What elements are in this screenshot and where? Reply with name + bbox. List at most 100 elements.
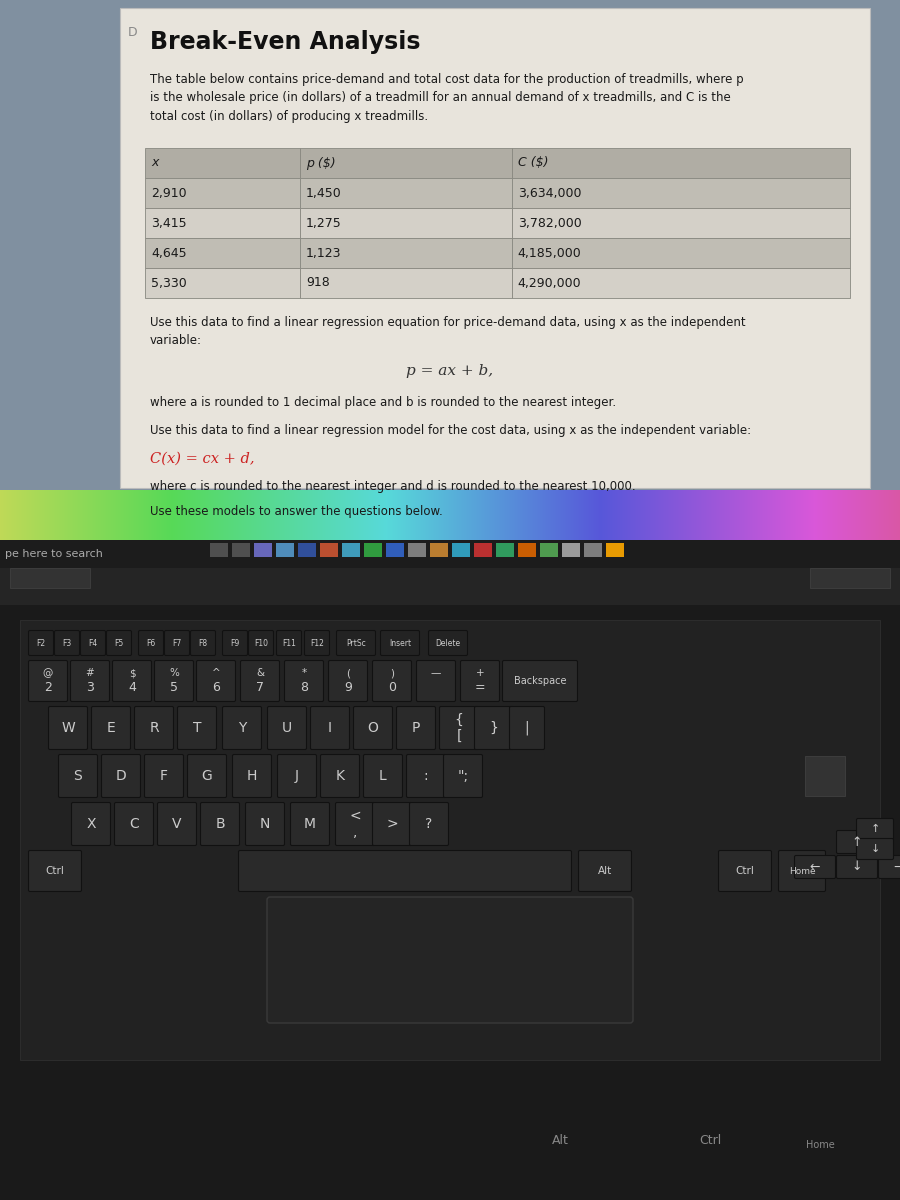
Bar <box>472 490 473 545</box>
Bar <box>726 490 727 545</box>
Bar <box>478 490 479 545</box>
Bar <box>317 490 318 545</box>
Bar <box>548 490 549 545</box>
Bar <box>83 490 84 545</box>
Text: F3: F3 <box>62 638 72 648</box>
Bar <box>76 490 77 545</box>
Bar <box>874 490 875 545</box>
Bar <box>722 490 723 545</box>
Bar <box>123 490 124 545</box>
Text: where c is rounded to the nearest integer and d is rounded to the nearest 10,000: where c is rounded to the nearest intege… <box>150 480 635 493</box>
Bar <box>336 490 337 545</box>
Text: 4,290,000: 4,290,000 <box>518 276 581 289</box>
Bar <box>596 490 597 545</box>
Bar <box>693 490 694 545</box>
Bar <box>74 490 75 545</box>
Bar <box>232 490 233 545</box>
Bar <box>145 148 300 178</box>
Bar <box>520 490 521 545</box>
Bar <box>382 490 383 545</box>
Bar <box>510 490 511 545</box>
Bar <box>723 490 724 545</box>
Text: }: } <box>490 721 499 734</box>
Bar <box>876 490 877 545</box>
Bar <box>607 490 608 545</box>
Bar <box>665 490 666 545</box>
Bar <box>105 490 106 545</box>
Text: :: : <box>424 769 428 782</box>
Bar <box>691 490 692 545</box>
Bar <box>860 490 861 545</box>
Bar <box>60 490 61 545</box>
Bar <box>381 490 382 545</box>
Bar <box>206 490 207 545</box>
Text: (: ( <box>346 668 350 678</box>
Bar <box>217 490 218 545</box>
Bar <box>496 490 497 545</box>
Bar <box>863 490 864 545</box>
Bar <box>309 490 310 545</box>
Bar <box>464 490 465 545</box>
Bar <box>837 490 838 545</box>
Bar <box>108 490 109 545</box>
Bar <box>190 490 191 545</box>
Bar <box>232 542 250 557</box>
Bar <box>748 490 749 545</box>
Bar <box>803 490 804 545</box>
Bar <box>762 490 763 545</box>
Bar <box>867 490 868 545</box>
Bar <box>372 490 373 545</box>
Bar <box>794 490 795 545</box>
Bar <box>352 490 353 545</box>
Bar <box>800 490 801 545</box>
Bar <box>577 490 578 545</box>
FancyBboxPatch shape <box>246 803 284 846</box>
Bar <box>898 490 899 545</box>
Bar <box>573 490 574 545</box>
FancyBboxPatch shape <box>407 755 446 798</box>
Text: 1,450: 1,450 <box>306 186 342 199</box>
FancyBboxPatch shape <box>58 755 97 798</box>
Bar <box>877 490 878 545</box>
Bar <box>118 490 119 545</box>
FancyBboxPatch shape <box>70 660 110 702</box>
Bar <box>811 490 812 545</box>
Bar <box>210 542 228 557</box>
Bar <box>46 490 47 545</box>
Bar <box>436 490 437 545</box>
Bar <box>501 490 502 545</box>
Bar <box>253 490 254 545</box>
Bar <box>755 490 756 545</box>
Bar <box>829 490 830 545</box>
Text: PrtSc: PrtSc <box>346 638 366 648</box>
Bar <box>502 490 503 545</box>
Bar <box>254 490 255 545</box>
Bar <box>45 490 46 545</box>
Bar <box>231 490 232 545</box>
Bar <box>53 490 54 545</box>
Bar <box>602 490 603 545</box>
Bar <box>770 490 771 545</box>
Bar <box>455 490 456 545</box>
Bar <box>507 490 508 545</box>
Bar <box>781 490 782 545</box>
Bar <box>97 490 98 545</box>
Bar <box>562 490 563 545</box>
Bar <box>705 490 706 545</box>
Bar <box>0 490 1 545</box>
Bar <box>298 542 316 557</box>
Bar <box>488 490 489 545</box>
Bar <box>486 490 487 545</box>
Bar <box>170 490 171 545</box>
Bar <box>335 490 336 545</box>
Bar <box>859 490 860 545</box>
Bar <box>260 490 261 545</box>
Text: 0: 0 <box>388 682 396 695</box>
Bar <box>33 490 34 545</box>
Text: Home: Home <box>806 1140 834 1150</box>
Bar <box>582 490 583 545</box>
Bar <box>504 490 505 545</box>
Bar <box>21 490 22 545</box>
Text: F7: F7 <box>173 638 182 648</box>
FancyBboxPatch shape <box>328 660 367 702</box>
